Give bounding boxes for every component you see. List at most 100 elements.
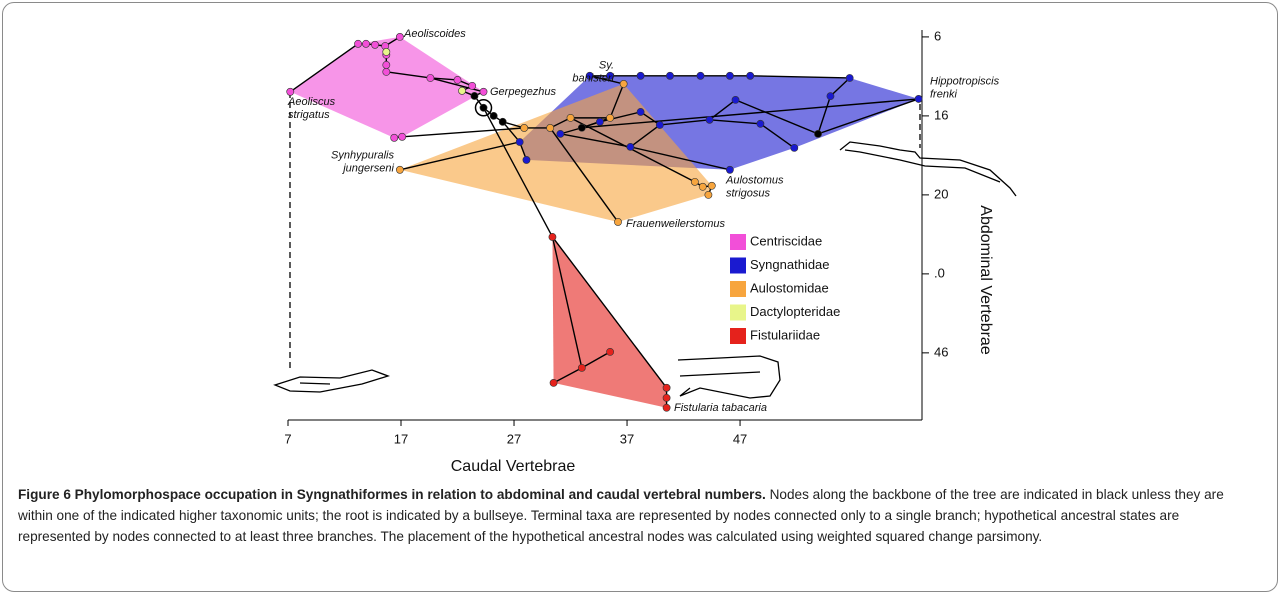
node (520, 124, 529, 132)
node (515, 138, 524, 146)
node (498, 117, 507, 126)
annotation: strigatus (288, 109, 330, 121)
node (548, 233, 557, 241)
node (606, 71, 614, 80)
node (479, 87, 488, 96)
annotation: Sy. (599, 59, 614, 71)
branch (829, 77, 851, 97)
branch (750, 75, 850, 79)
branch (553, 367, 583, 384)
fish-left (273, 369, 391, 393)
hull (552, 236, 667, 408)
y-tick-label: 20 (934, 186, 948, 201)
node (577, 363, 586, 372)
node (614, 218, 622, 226)
legend-label: Aulostomidae (750, 280, 829, 295)
annotation: frenki (930, 88, 957, 100)
annotation: jungerseni (341, 162, 394, 174)
node (814, 129, 822, 138)
node (522, 156, 531, 164)
y-tick-label: 16 (934, 107, 948, 122)
node (596, 117, 604, 126)
legend-swatch (730, 257, 746, 274)
node (489, 111, 498, 120)
branch (735, 99, 819, 135)
branch (551, 236, 583, 369)
node (731, 96, 740, 104)
node (696, 71, 705, 80)
y-tick-label: 46 (934, 344, 948, 359)
branch (482, 107, 554, 238)
legend-swatch (730, 281, 746, 297)
hull (399, 83, 712, 222)
node (636, 71, 645, 80)
node (382, 61, 391, 69)
node (398, 132, 407, 141)
root-bullseye (474, 99, 493, 117)
node (395, 165, 404, 174)
branch (817, 95, 832, 135)
legend-label: Centriscidae (750, 233, 822, 248)
x-tick-label: 17 (394, 431, 408, 446)
node (362, 39, 370, 48)
node (707, 181, 716, 190)
branch (599, 111, 641, 123)
node (826, 92, 835, 101)
branch (560, 133, 631, 148)
x-tick-label: 27 (507, 431, 521, 446)
branch (430, 77, 458, 81)
x-axis-title: Caudal Vertebrae (451, 458, 576, 475)
y-axis-title: Abdominal Vertebrae (977, 205, 994, 355)
node (453, 76, 462, 84)
node (845, 74, 854, 82)
branch (609, 83, 625, 119)
node (606, 113, 614, 122)
hull (290, 36, 484, 138)
branch (630, 124, 661, 148)
node (395, 33, 404, 41)
node (566, 113, 575, 122)
node (666, 71, 674, 80)
annotation: Hippotropiscis (930, 75, 1000, 87)
hulls (290, 36, 919, 408)
y-tick-label: 6 (934, 28, 941, 43)
node (382, 48, 391, 56)
branch (581, 98, 919, 129)
x-tick-label: 37 (620, 431, 634, 446)
branch (589, 75, 624, 85)
annotation: Aeoliscus (287, 96, 336, 108)
node (626, 143, 635, 151)
annotation: Aulostomus (725, 174, 784, 186)
node (468, 81, 477, 90)
branch (386, 71, 431, 79)
annotation: Frauenweilerstomus (626, 218, 726, 230)
legend-swatch (730, 234, 746, 250)
node (479, 103, 488, 112)
node (636, 108, 645, 116)
node (690, 177, 699, 186)
node (655, 121, 664, 129)
annotation: Gerpegezhus (490, 86, 557, 98)
annotation: Fistularia tabacaria (674, 402, 767, 414)
caption-text: Nodes along the backbone of the tree are… (18, 487, 1224, 544)
x-tick-label: 47 (733, 431, 747, 446)
branch (759, 123, 795, 149)
node (756, 119, 765, 128)
node (556, 129, 565, 138)
node (426, 74, 435, 82)
node (546, 124, 555, 132)
branch (402, 127, 525, 138)
node (549, 378, 558, 387)
fish-fistularia (677, 355, 781, 399)
legend-label: Dactylopteridae (750, 304, 840, 319)
node (371, 40, 379, 49)
node (790, 143, 799, 152)
branch (502, 121, 521, 143)
node (286, 87, 295, 96)
node (619, 80, 628, 88)
branch (709, 99, 736, 121)
legend-label: Fistulariidae (750, 327, 820, 342)
caption-label: Figure 6 Phylomorphospace occupation in … (18, 487, 766, 502)
node (746, 71, 755, 80)
